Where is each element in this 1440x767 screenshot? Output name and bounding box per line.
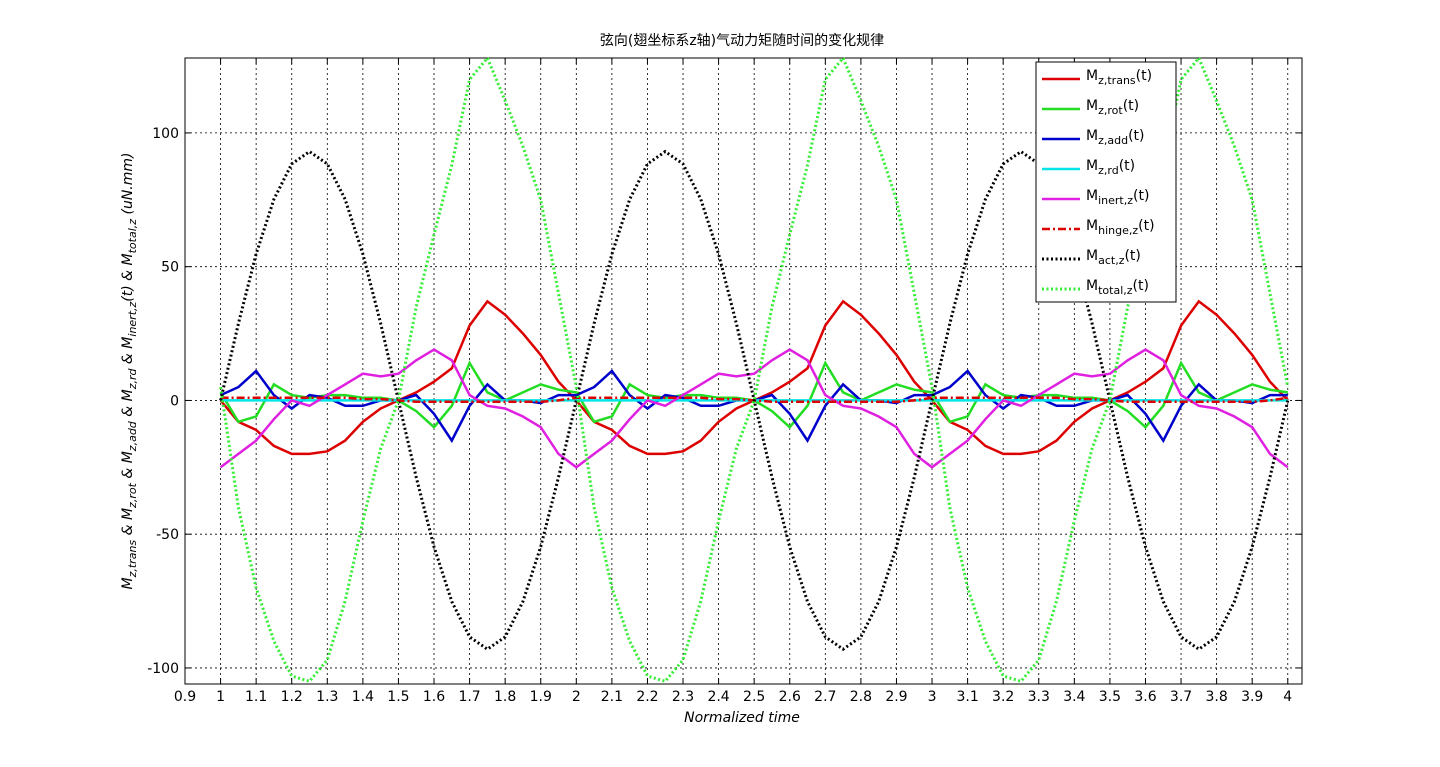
y-axis-label: Mz,trans & Mz,rot & Mz,add & Mz,rd & Min…: [120, 153, 139, 590]
x-tick-label: 2.4: [707, 689, 729, 705]
x-tick-label: 1.7: [458, 689, 480, 705]
x-axis-label: Normalized time: [684, 710, 800, 726]
x-tick-label: 3.9: [1241, 689, 1263, 705]
x-tick-label: 1.4: [352, 689, 374, 705]
legend-label: Mz,rd(t): [1086, 158, 1135, 177]
x-tick-label: 3.7: [1170, 689, 1192, 705]
legend-label: Minert,z(t): [1086, 188, 1149, 207]
x-tick-label: 3.8: [1205, 689, 1227, 705]
x-tick-label: 3.6: [1134, 689, 1156, 705]
legend-label: Mz,add(t): [1086, 128, 1145, 147]
legend-label: Mz,rot(t): [1086, 98, 1139, 117]
x-tick-label: 2.6: [779, 689, 801, 705]
x-tick-label: 3.3: [1028, 689, 1050, 705]
legend-label: Mtotal,z(t): [1086, 278, 1149, 297]
x-tick-label: 1.3: [316, 689, 338, 705]
legend-label: Mhinge,z(t): [1086, 218, 1155, 237]
x-tick-label: 1.1: [245, 689, 267, 705]
legend-label: Mz,trans(t): [1086, 68, 1152, 87]
y-tick-label: -50: [156, 527, 179, 543]
x-tick-label: 0.9: [174, 689, 196, 705]
x-tick-label: 1: [216, 689, 225, 705]
x-tick-label: 1.6: [423, 689, 445, 705]
series-line: [219, 149, 1290, 652]
legend-label: Mact,z(t): [1086, 248, 1141, 267]
plot-frame: [184, 57, 1303, 685]
y-tick-label: 50: [161, 260, 179, 276]
x-tick-label: 2.1: [601, 689, 623, 705]
x-tick-label: 1.5: [387, 689, 409, 705]
x-tick-label: 2.5: [743, 689, 765, 705]
x-tick-label: 3.2: [992, 689, 1014, 705]
x-tick-label: 2.2: [636, 689, 658, 705]
x-tick-label: 2.3: [672, 689, 694, 705]
x-tick-label: 4: [1283, 689, 1292, 705]
series-line: [219, 348, 1289, 469]
x-tick-label: 1.2: [281, 689, 303, 705]
x-tick-label: 3.4: [1063, 689, 1085, 705]
y-tick-label: 0: [170, 393, 179, 409]
x-tick-label: 3.5: [1099, 689, 1121, 705]
y-tick-label: 100: [152, 126, 179, 142]
x-tick-label: 1.8: [494, 689, 516, 705]
x-tick-label: 2.8: [850, 689, 872, 705]
x-tick-label: 3.1: [956, 689, 978, 705]
legend-box: [1035, 61, 1177, 303]
x-tick-label: 2.7: [814, 689, 836, 705]
x-tick-label: 2: [572, 689, 581, 705]
x-tick-label: 3: [928, 689, 937, 705]
x-tick-label: 2.9: [885, 689, 907, 705]
chart-title: 弦向(翅坐标系z轴)气动力矩随时间的变化规律: [600, 33, 884, 49]
y-tick-label: -100: [147, 661, 179, 677]
x-tick-label: 1.9: [530, 689, 552, 705]
